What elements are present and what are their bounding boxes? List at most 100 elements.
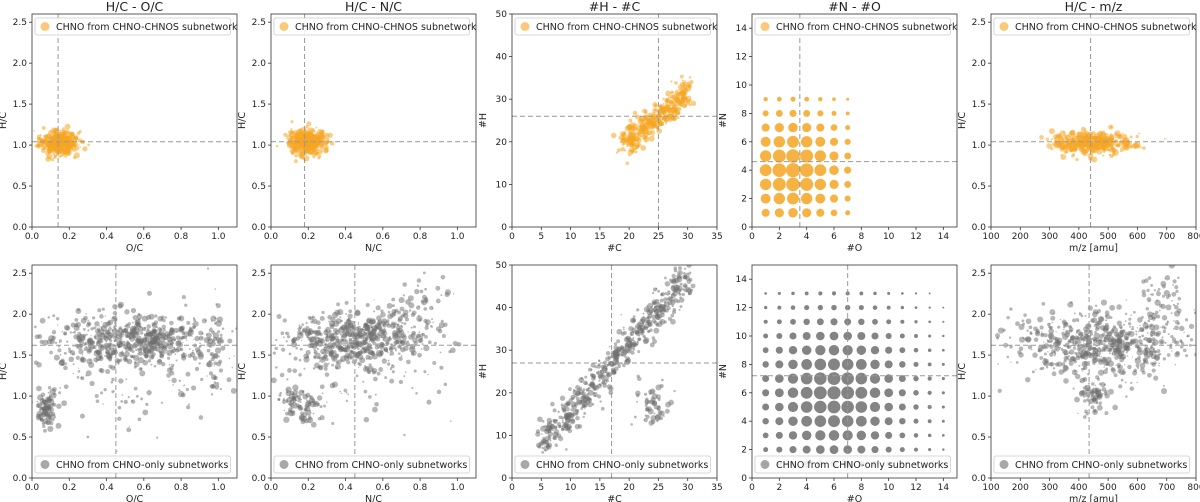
data-point [278, 393, 282, 397]
data-point [802, 208, 812, 218]
data-point [182, 335, 185, 338]
x-axis-label: #C [607, 243, 622, 254]
legend: CHNO from CHNO-only subnetworks [34, 455, 231, 474]
data-point [371, 369, 373, 371]
x-tick-label: 30 [682, 232, 694, 242]
data-point [324, 372, 330, 377]
data-point [887, 291, 891, 295]
data-point [1175, 340, 1180, 345]
y-tick-label: 1.5 [252, 351, 266, 361]
data-point [308, 336, 315, 343]
data-point [816, 123, 825, 132]
data-point [166, 349, 173, 356]
data-point [592, 403, 595, 406]
data-point [663, 301, 667, 304]
data-point [830, 124, 838, 131]
data-point [1063, 146, 1067, 150]
data-point [164, 338, 167, 340]
data-point [98, 325, 101, 327]
y-tick-label: 30 [496, 95, 508, 105]
data-point [426, 399, 432, 405]
data-point [631, 131, 637, 137]
data-point [119, 358, 123, 362]
data-point [578, 377, 584, 383]
data-point [403, 322, 407, 326]
data-point [363, 340, 368, 345]
data-point [632, 339, 635, 342]
data-point [646, 406, 652, 412]
data-point [376, 333, 380, 337]
data-point [681, 79, 684, 82]
data-point [325, 357, 329, 362]
data-point [147, 336, 153, 341]
data-point [275, 338, 278, 342]
data-point [941, 377, 945, 381]
data-point [846, 97, 850, 101]
y-tick-label: 20 [496, 138, 508, 148]
data-point [305, 392, 311, 398]
data-point [423, 297, 429, 302]
data-point [679, 297, 685, 303]
data-point [1146, 345, 1149, 348]
data-point [844, 195, 851, 202]
data-point [637, 131, 641, 135]
data-point [208, 371, 214, 376]
data-point [292, 131, 294, 133]
y-tick-label: 1.0 [972, 141, 987, 151]
data-point [98, 328, 105, 335]
data-point [317, 337, 320, 339]
x-tick-label: 0.2 [62, 232, 76, 242]
y-tick-label: 40 [496, 53, 508, 63]
data-point [673, 389, 676, 393]
data-point [677, 106, 681, 111]
data-point [1025, 318, 1032, 325]
data-point [282, 318, 287, 323]
data-point [804, 96, 810, 102]
data-point [941, 419, 945, 423]
data-point [348, 309, 353, 314]
data-point [830, 209, 838, 217]
data-point [68, 356, 75, 363]
data-point [398, 356, 403, 361]
data-point [409, 346, 416, 353]
data-point [327, 314, 333, 320]
data-point [537, 444, 542, 449]
data-point [362, 336, 368, 342]
data-point [595, 371, 600, 375]
data-point [1125, 395, 1128, 398]
x-tick-label: 800 [1187, 232, 1200, 242]
data-point [674, 111, 679, 117]
data-point [553, 429, 560, 435]
data-point [81, 354, 84, 356]
data-point [324, 338, 328, 342]
legend-label: CHNO from CHNO-only subnetworks [536, 460, 708, 471]
data-point [181, 295, 186, 300]
data-point [32, 400, 33, 404]
data-point [319, 415, 325, 421]
axes-frame [31, 13, 238, 228]
data-point [440, 274, 446, 280]
data-point [315, 329, 322, 336]
data-point [357, 361, 361, 365]
data-point [829, 179, 839, 189]
data-point [398, 379, 404, 385]
data-point [1084, 314, 1087, 317]
data-point [73, 156, 77, 160]
data-point [1083, 141, 1089, 148]
data-point [55, 316, 60, 321]
y-axis-label: H/C [237, 363, 248, 380]
data-point [1137, 317, 1143, 323]
data-point [376, 315, 382, 322]
data-point [371, 368, 378, 374]
data-point [49, 388, 56, 395]
data-point [683, 271, 686, 275]
legend-marker [40, 460, 50, 469]
data-point [1114, 136, 1118, 139]
data-point [315, 141, 321, 147]
data-point [664, 292, 668, 296]
x-tick-label: 0.8 [174, 232, 189, 242]
data-point [914, 320, 918, 324]
data-point [686, 265, 692, 268]
data-point [898, 375, 906, 383]
